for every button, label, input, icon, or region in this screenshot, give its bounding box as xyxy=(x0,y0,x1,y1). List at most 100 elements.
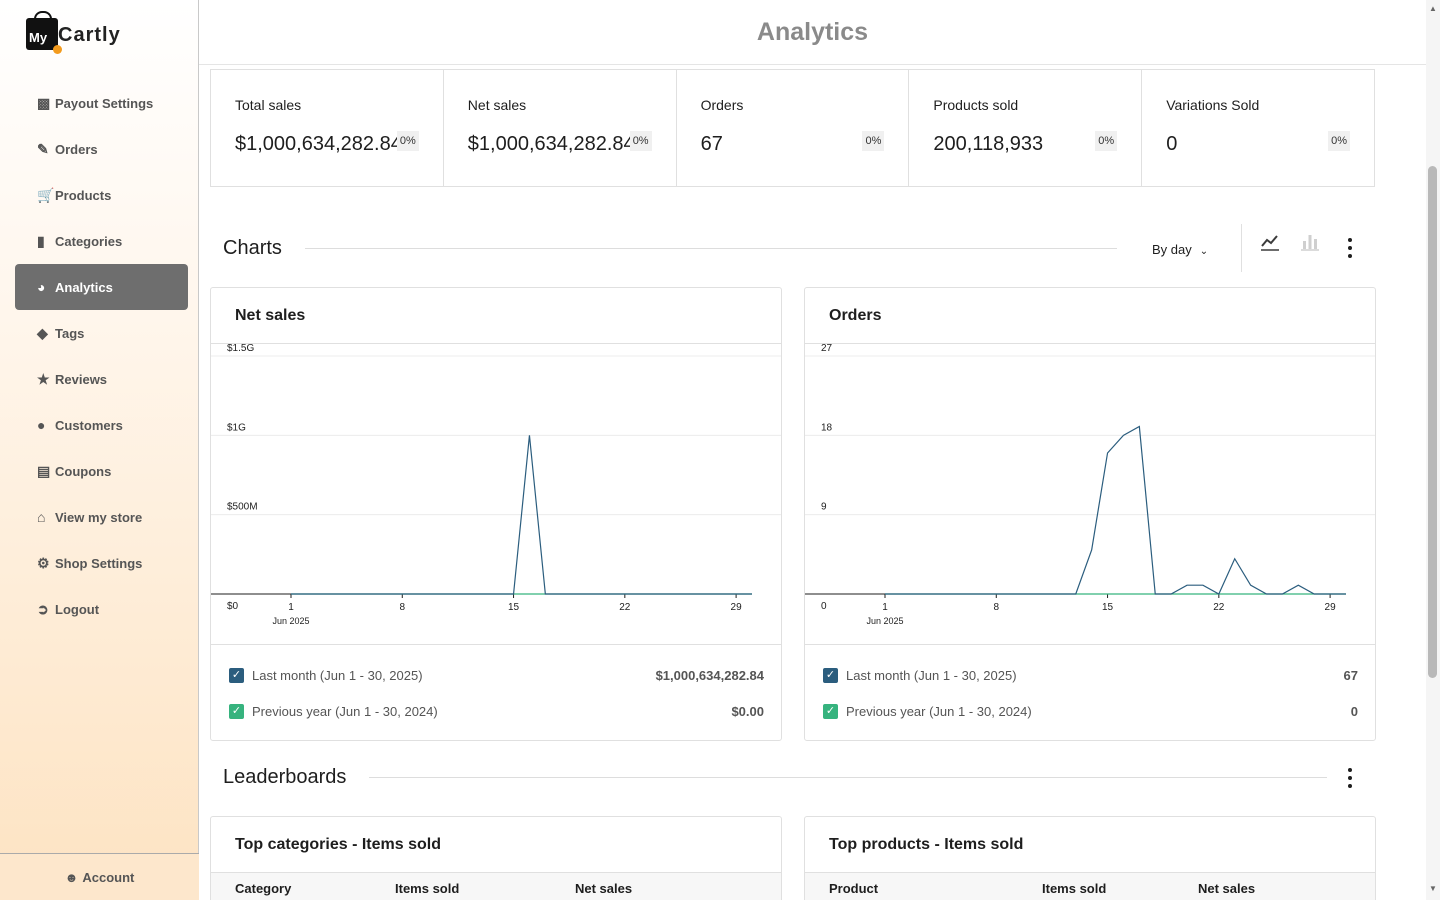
column-header[interactable]: Net sales xyxy=(575,880,633,896)
leaderboards-section-header: Leaderboards xyxy=(223,766,346,789)
legend-label: Last month (Jun 1 - 30, 2025) xyxy=(846,667,1017,683)
logo-my-text: My xyxy=(29,30,48,45)
sidebar-item-label: Customers xyxy=(55,417,123,433)
stat-label: Products sold xyxy=(933,97,1019,113)
scroll-down-icon[interactable]: ▼ xyxy=(1429,884,1437,893)
tag-icon: ◆ xyxy=(37,324,48,341)
scrollbar-thumb[interactable] xyxy=(1428,166,1437,678)
x-tick-label: 1 xyxy=(882,602,888,613)
edit-icon: ✎ xyxy=(37,140,49,157)
stat-products-sold[interactable]: Products sold 200,118,933 0% xyxy=(909,70,1143,186)
logo-dot xyxy=(53,45,62,54)
checkbox-checked-icon[interactable]: ✓ xyxy=(229,667,244,683)
legend-row-current[interactable]: ✓ Last month (Jun 1 - 30, 2025) $1,000,6… xyxy=(211,657,781,693)
series-line-current[interactable] xyxy=(885,425,1346,595)
stat-label: Orders xyxy=(700,97,744,113)
series-line-current[interactable] xyxy=(291,435,752,595)
sidebar-item-customers[interactable]: ● Customers xyxy=(15,402,188,448)
sidebar: My Cartly ▩ Payout Settings ✎ Orders 🛒 P… xyxy=(0,0,199,900)
x-tick-label: 8 xyxy=(993,602,999,613)
legend-row-previous[interactable]: ✓ Previous year (Jun 1 - 30, 2024) 0 xyxy=(805,693,1375,729)
legend-total: 0 xyxy=(1350,703,1358,719)
y-tick-label: $1G xyxy=(227,422,246,433)
more-options-icon[interactable] xyxy=(1340,236,1360,265)
column-header[interactable]: Items sold xyxy=(1042,880,1107,896)
charts-section-title: Charts xyxy=(223,237,282,259)
user-icon: ☻ xyxy=(64,869,79,885)
checkbox-checked-icon[interactable]: ✓ xyxy=(823,703,838,719)
sidebar-item-logout[interactable]: ➲ Logout xyxy=(15,586,188,632)
legend-total: $0.00 xyxy=(731,703,764,719)
y-tick-label: $1.5G xyxy=(227,344,254,354)
chart-card-net-sales: Net sales $0 $500M $1G $1.5G 1 8 15 22 29 Jun 202… xyxy=(210,287,782,741)
sidebar-item-payout-settings[interactable]: ▩ Payout Settings xyxy=(15,80,188,126)
line-chart-icon[interactable] xyxy=(1260,232,1280,257)
interval-select[interactable]: By day ⌄ xyxy=(1152,242,1208,257)
stat-value: 0 xyxy=(1166,133,1178,155)
shopping-bag-icon: My xyxy=(26,11,58,50)
column-header[interactable]: Category xyxy=(235,880,292,896)
sidebar-item-tags[interactable]: ◆ Tags xyxy=(15,310,188,356)
y-tick-label: 18 xyxy=(821,422,833,433)
account-label: Account xyxy=(82,869,135,885)
x-sublabel: Jun 2025 xyxy=(272,616,309,626)
users-icon: ● xyxy=(37,417,46,433)
stat-value: 200,118,933 xyxy=(933,133,1044,155)
sidebar-item-label: Reviews xyxy=(55,371,108,387)
leaderboard-top-categories: Top categories - Items sold Category Ite… xyxy=(210,816,782,900)
page-scrollbar[interactable]: ▲ ▼ xyxy=(1426,0,1440,900)
legend-total: 67 xyxy=(1343,667,1358,683)
net-sales-chart[interactable]: $0 $500M $1G $1.5G 1 8 15 22 29 Jun 2025 xyxy=(211,344,781,644)
checkbox-checked-icon[interactable]: ✓ xyxy=(823,667,838,683)
table-header: Product Items sold Net sales xyxy=(805,873,1375,900)
sidebar-item-orders[interactable]: ✎ Orders xyxy=(15,126,188,172)
scroll-up-icon[interactable]: ▲ xyxy=(1429,4,1437,13)
sidebar-item-label: Orders xyxy=(55,141,98,157)
sidebar-item-label: Analytics xyxy=(55,279,113,295)
stat-delta-badge: 0% xyxy=(629,131,652,151)
logout-icon: ➲ xyxy=(37,600,49,617)
store-icon: ⌂ xyxy=(37,509,46,525)
account-button[interactable]: ☻ Account xyxy=(0,853,199,900)
bar-chart-icon[interactable] xyxy=(1300,232,1320,257)
stat-value: 67 xyxy=(700,133,723,155)
x-tick-label: 29 xyxy=(731,602,743,613)
sidebar-item-products[interactable]: 🛒 Products xyxy=(15,172,188,218)
sidebar-item-label: Logout xyxy=(55,601,100,617)
y-tick-label: 0 xyxy=(821,601,827,612)
charts-section-header: Charts xyxy=(223,237,282,260)
legend-row-current[interactable]: ✓ Last month (Jun 1 - 30, 2025) 67 xyxy=(805,657,1375,693)
sidebar-item-shop-settings[interactable]: ⚙ Shop Settings xyxy=(15,540,188,586)
sidebar-item-coupons[interactable]: ▤ Coupons xyxy=(15,448,188,494)
leaderboards-divider xyxy=(369,777,1327,778)
sidebar-item-analytics[interactable]: ◕ Analytics xyxy=(15,264,188,310)
sidebar-item-label: Coupons xyxy=(55,463,112,479)
y-tick-label: 9 xyxy=(821,502,827,513)
stat-net-sales[interactable]: Net sales $1,000,634,282.84 0% xyxy=(444,70,677,186)
checkbox-checked-icon[interactable]: ✓ xyxy=(229,703,244,719)
stat-variations-sold[interactable]: Variations Sold 0 0% xyxy=(1142,70,1374,186)
chart-card-title: Net sales xyxy=(211,288,781,344)
legend-row-previous[interactable]: ✓ Previous year (Jun 1 - 30, 2024) $0.00 xyxy=(211,693,781,729)
page-title: Analytics xyxy=(756,18,869,46)
x-sublabel: Jun 2025 xyxy=(866,616,903,626)
sidebar-item-reviews[interactable]: ★ Reviews xyxy=(15,356,188,402)
column-header[interactable]: Net sales xyxy=(1198,880,1256,896)
more-options-icon[interactable] xyxy=(1340,766,1360,795)
stat-delta-badge: 0% xyxy=(1095,131,1118,151)
leaderboard-top-products: Top products - Items sold Product Items … xyxy=(804,816,1376,900)
main-content: Analytics Total sales $1,000,634,282.84 … xyxy=(199,0,1426,900)
stat-orders[interactable]: Orders 67 0% xyxy=(677,70,910,186)
table-header: Category Items sold Net sales xyxy=(211,873,781,900)
charts-divider xyxy=(305,248,1117,249)
sidebar-item-categories[interactable]: ▮ Categories xyxy=(15,218,188,264)
stat-total-sales[interactable]: Total sales $1,000,634,282.84 0% xyxy=(211,70,444,186)
brand-logo[interactable]: My Cartly xyxy=(26,11,136,54)
x-tick-label: 22 xyxy=(1213,602,1225,613)
column-header[interactable]: Items sold xyxy=(395,880,460,896)
sidebar-item-view-my-store[interactable]: ⌂ View my store xyxy=(15,494,188,540)
column-header[interactable]: Product xyxy=(829,880,879,896)
x-tick-label: 1 xyxy=(288,602,294,613)
x-tick-label: 8 xyxy=(399,602,405,613)
